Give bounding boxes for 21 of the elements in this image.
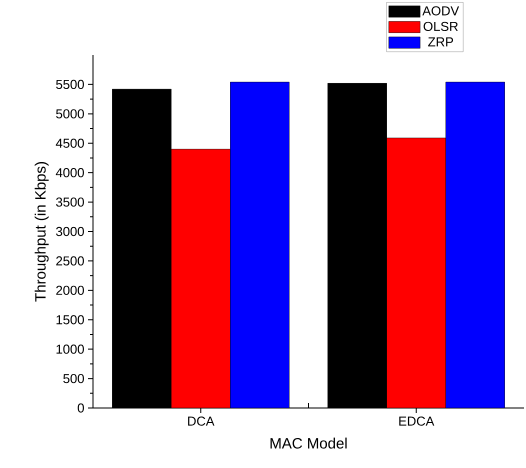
y-tick-label: 2500 [56,256,84,266]
y-tick-label: 0 [78,403,84,413]
legend-label: ZRP [428,37,454,46]
x-axis-title: MAC Model [270,438,347,449]
y-tick-label: 4000 [56,168,84,178]
x-tick-label: EDCA [399,416,434,426]
y-axis-title: Throughput (in Kbps) [34,162,49,302]
y-tick-label: 2000 [56,286,84,295]
y-tick-label: 5000 [56,109,84,118]
y-tick-label: 1500 [56,315,84,324]
bar [446,82,505,408]
legend-label: AODV [422,6,460,16]
y-tick-label: 5500 [56,80,84,90]
y-tick-label: 4500 [56,138,84,148]
y-tick-label: 3500 [56,197,84,207]
bar [230,82,290,408]
y-tick-label: 1000 [56,344,84,354]
y-tick-label: 3000 [56,226,84,236]
x-tick-label: DCA [188,416,214,426]
y-tick-label: 500 [63,374,84,384]
legend-label: OLSR [424,22,458,32]
